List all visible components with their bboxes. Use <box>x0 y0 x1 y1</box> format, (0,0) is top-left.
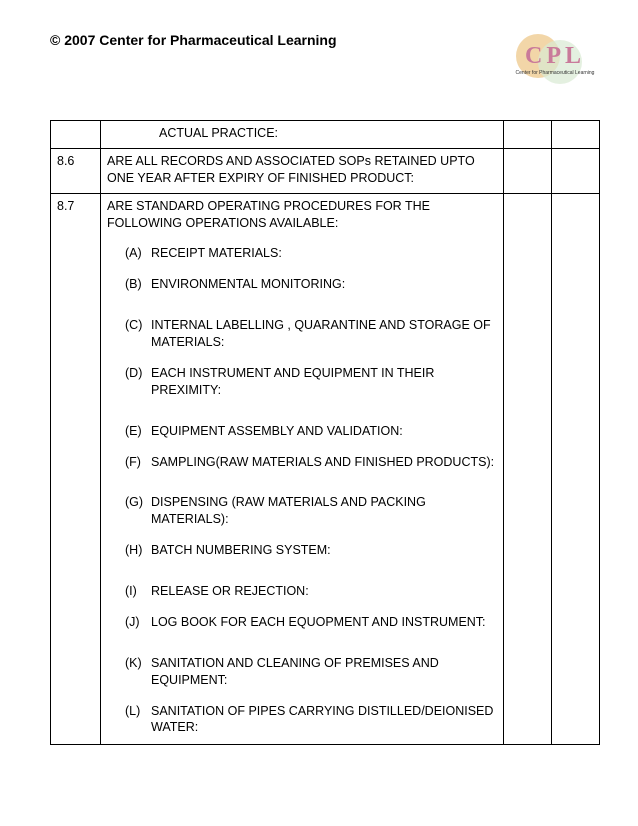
item-text: DISPENSING (RAW MATERIALS AND PACKING MA… <box>151 494 499 528</box>
item-text: INTERNAL LABELLING , QUARANTINE AND STOR… <box>151 317 499 351</box>
page-header: © 2007 Center for Pharmaceutical Learnin… <box>50 32 600 80</box>
item-text: EACH INSTRUMENT AND EQUIPMENT IN THEIR P… <box>151 365 499 399</box>
row-number: 8.7 <box>51 193 101 745</box>
check-col-2 <box>552 148 600 193</box>
table-row: 8.6 ARE ALL RECORDS AND ASSOCIATED SOPs … <box>51 148 600 193</box>
table-row: 8.7 ARE STANDARD OPERATING PROCEDURES FO… <box>51 193 600 745</box>
check-col-1 <box>504 193 552 745</box>
cpl-logo: CPL Center for Pharmaceutical Learning <box>510 32 600 80</box>
item-text: EQUIPMENT ASSEMBLY AND VALIDATION: <box>151 423 499 440</box>
question-lead: ARE STANDARD OPERATING PROCEDURES FOR TH… <box>107 198 499 232</box>
row-number <box>51 121 101 149</box>
list-item: (H) BATCH NUMBERING SYSTEM: <box>107 542 499 559</box>
item-letter: (G) <box>125 494 151 528</box>
row-number: 8.6 <box>51 148 101 193</box>
list-item: (F) SAMPLING(RAW MATERIALS AND FINISHED … <box>107 454 499 471</box>
actual-practice-label: ACTUAL PRACTICE: <box>107 125 499 142</box>
list-item: (K) SANITATION AND CLEANING OF PREMISES … <box>107 655 499 689</box>
list-item: (D) EACH INSTRUMENT AND EQUIPMENT IN THE… <box>107 365 499 399</box>
list-item: (L) SANITATION OF PIPES CARRYING DISTILL… <box>107 703 499 737</box>
item-text: SANITATION AND CLEANING OF PREMISES AND … <box>151 655 499 689</box>
item-letter: (A) <box>125 245 151 262</box>
item-text: ENVIRONMENTAL MONITORING: <box>151 276 499 293</box>
item-letter: (L) <box>125 703 151 737</box>
item-text: BATCH NUMBERING SYSTEM: <box>151 542 499 559</box>
item-letter: (K) <box>125 655 151 689</box>
list-item: (C) INTERNAL LABELLING , QUARANTINE AND … <box>107 317 499 351</box>
item-letter: (D) <box>125 365 151 399</box>
item-letter: (I) <box>125 583 151 600</box>
row-content: ARE STANDARD OPERATING PROCEDURES FOR TH… <box>101 193 504 745</box>
list-item: (I) RELEASE OR REJECTION: <box>107 583 499 600</box>
row-content: ACTUAL PRACTICE: <box>101 121 504 149</box>
spacer <box>107 413 499 423</box>
item-letter: (H) <box>125 542 151 559</box>
item-text: RELEASE OR REJECTION: <box>151 583 499 600</box>
audit-table: ACTUAL PRACTICE: 8.6 ARE ALL RECORDS AND… <box>50 120 600 745</box>
list-item: (G) DISPENSING (RAW MATERIALS AND PACKIN… <box>107 494 499 528</box>
item-text: RECEIPT MATERIALS: <box>151 245 499 262</box>
logo-subtitle: Center for Pharmaceutical Learning <box>516 70 595 76</box>
logo-text: CPL <box>525 43 585 70</box>
spacer <box>107 307 499 317</box>
item-letter: (C) <box>125 317 151 351</box>
sub-item-list: (A) RECEIPT MATERIALS: (B) ENVIRONMENTAL… <box>107 245 499 736</box>
list-item: (J) LOG BOOK FOR EACH EQUOPMENT AND INST… <box>107 614 499 631</box>
row-content: ARE ALL RECORDS AND ASSOCIATED SOPs RETA… <box>101 148 504 193</box>
check-col-2 <box>552 121 600 149</box>
check-col-1 <box>504 121 552 149</box>
item-letter: (B) <box>125 276 151 293</box>
list-item: (E) EQUIPMENT ASSEMBLY AND VALIDATION: <box>107 423 499 440</box>
item-text: SAMPLING(RAW MATERIALS AND FINISHED PROD… <box>151 454 499 471</box>
item-letter: (J) <box>125 614 151 631</box>
item-text: LOG BOOK FOR EACH EQUOPMENT AND INSTRUME… <box>151 614 499 631</box>
spacer <box>107 573 499 583</box>
item-text: SANITATION OF PIPES CARRYING DISTILLED/D… <box>151 703 499 737</box>
item-letter: (E) <box>125 423 151 440</box>
table-row: ACTUAL PRACTICE: <box>51 121 600 149</box>
list-item: (B) ENVIRONMENTAL MONITORING: <box>107 276 499 293</box>
item-letter: (F) <box>125 454 151 471</box>
check-col-2 <box>552 193 600 745</box>
spacer <box>107 645 499 655</box>
copyright-line: © 2007 Center for Pharmaceutical Learnin… <box>50 32 337 48</box>
check-col-1 <box>504 148 552 193</box>
spacer <box>107 484 499 494</box>
list-item: (A) RECEIPT MATERIALS: <box>107 245 499 262</box>
